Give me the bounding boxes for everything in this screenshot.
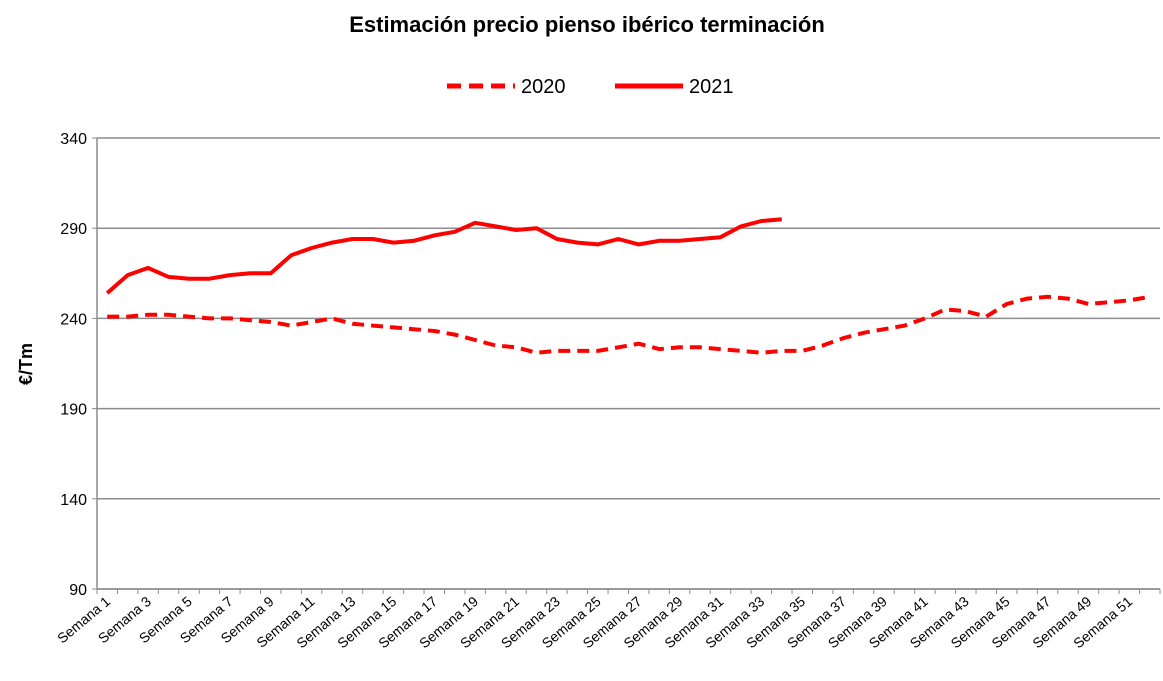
y-tick-label: 140 xyxy=(60,492,87,509)
legend-label: 2020 xyxy=(521,76,566,98)
line-series xyxy=(107,294,1151,355)
y-tick-label: 190 xyxy=(60,402,87,419)
y-axis-label: €/Tm xyxy=(16,343,36,385)
y-tick-label: 290 xyxy=(60,221,87,238)
y-tick-label: 340 xyxy=(60,131,87,148)
line-series xyxy=(105,217,782,295)
chart-title: Estimación precio pienso ibérico termina… xyxy=(349,12,825,37)
legend-label: 2021 xyxy=(689,76,734,98)
y-tick-label: 90 xyxy=(69,582,87,599)
y-tick-label: 240 xyxy=(60,311,87,328)
